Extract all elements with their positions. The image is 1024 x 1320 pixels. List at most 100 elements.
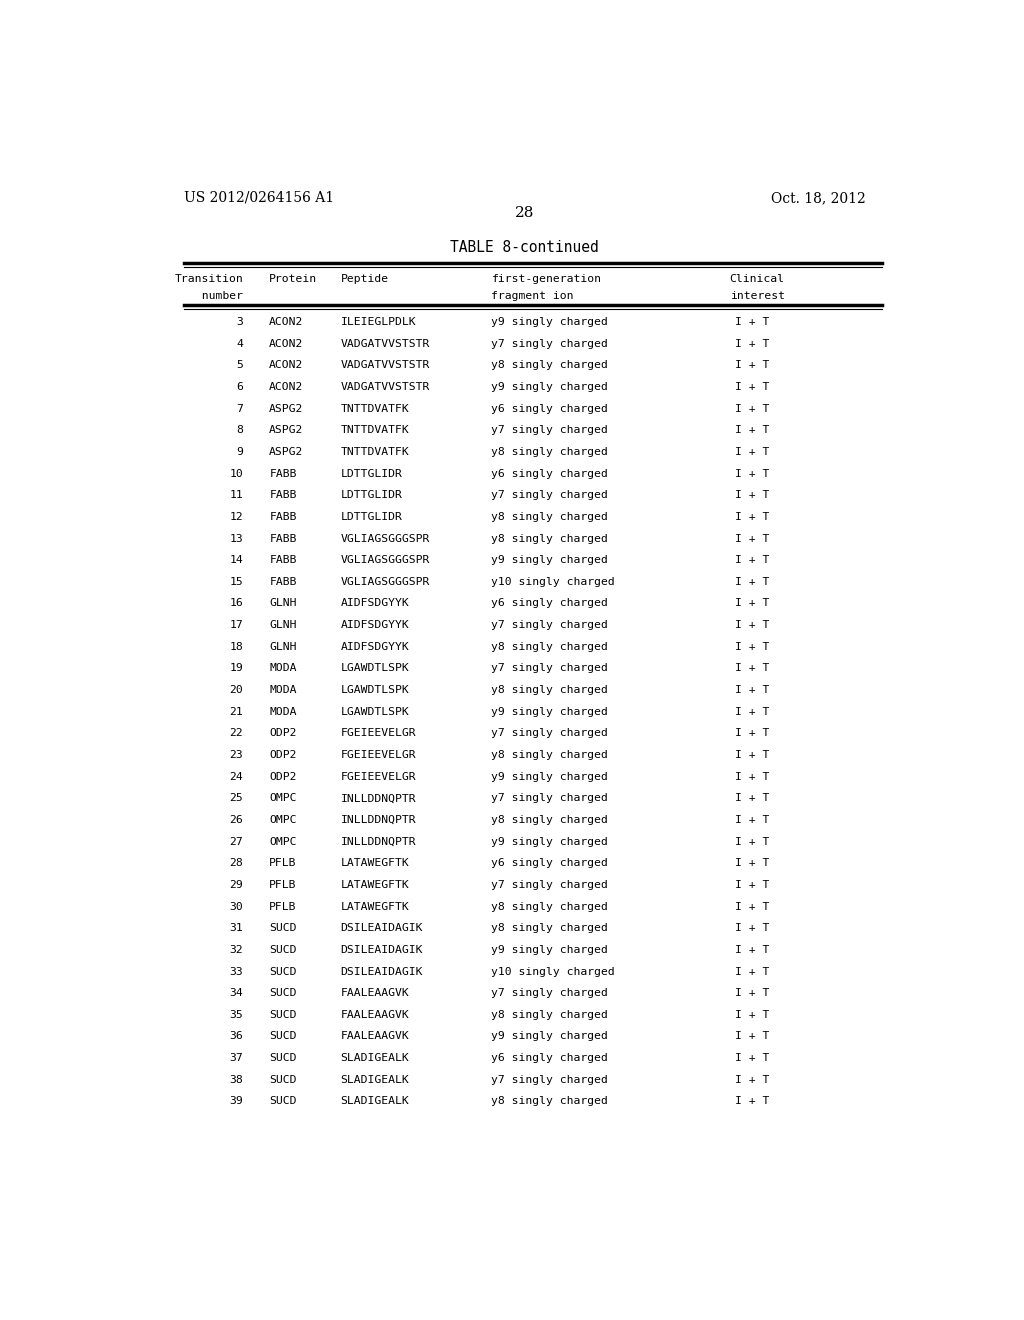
- Text: MODA: MODA: [269, 685, 297, 696]
- Text: ODP2: ODP2: [269, 772, 297, 781]
- Text: y9 singly charged: y9 singly charged: [492, 381, 608, 392]
- Text: y9 singly charged: y9 singly charged: [492, 837, 608, 846]
- Text: first-generation: first-generation: [492, 275, 601, 284]
- Text: y7 singly charged: y7 singly charged: [492, 989, 608, 998]
- Text: y9 singly charged: y9 singly charged: [492, 945, 608, 954]
- Text: y10 singly charged: y10 singly charged: [492, 966, 615, 977]
- Text: LGAWDTLSPK: LGAWDTLSPK: [341, 664, 410, 673]
- Text: 14: 14: [229, 556, 243, 565]
- Text: TNTTDVATFK: TNTTDVATFK: [341, 404, 410, 413]
- Text: OMPC: OMPC: [269, 814, 297, 825]
- Text: y6 singly charged: y6 singly charged: [492, 598, 608, 609]
- Text: I + T: I + T: [735, 556, 769, 565]
- Text: 7: 7: [237, 404, 243, 413]
- Text: FAALEAAGVK: FAALEAAGVK: [341, 989, 410, 998]
- Text: I + T: I + T: [735, 339, 769, 348]
- Text: y6 singly charged: y6 singly charged: [492, 404, 608, 413]
- Text: 33: 33: [229, 966, 243, 977]
- Text: y6 singly charged: y6 singly charged: [492, 1053, 608, 1063]
- Text: I + T: I + T: [735, 945, 769, 954]
- Text: y8 singly charged: y8 singly charged: [492, 923, 608, 933]
- Text: number: number: [188, 290, 243, 301]
- Text: GLNH: GLNH: [269, 642, 297, 652]
- Text: y8 singly charged: y8 singly charged: [492, 1010, 608, 1020]
- Text: I + T: I + T: [735, 469, 769, 479]
- Text: I + T: I + T: [735, 793, 769, 804]
- Text: I + T: I + T: [735, 837, 769, 846]
- Text: SLADIGEALK: SLADIGEALK: [341, 1074, 410, 1085]
- Text: INLLDDNQPTR: INLLDDNQPTR: [341, 837, 417, 846]
- Text: LATAWEGFTK: LATAWEGFTK: [341, 880, 410, 890]
- Text: 20: 20: [229, 685, 243, 696]
- Text: SUCD: SUCD: [269, 1097, 297, 1106]
- Text: I + T: I + T: [735, 1097, 769, 1106]
- Text: 8: 8: [237, 425, 243, 436]
- Text: interest: interest: [729, 290, 784, 301]
- Text: I + T: I + T: [735, 577, 769, 587]
- Text: ACON2: ACON2: [269, 360, 304, 371]
- Text: I + T: I + T: [735, 1074, 769, 1085]
- Text: y8 singly charged: y8 singly charged: [492, 512, 608, 521]
- Text: VADGATVVSTSTR: VADGATVVSTSTR: [341, 339, 430, 348]
- Text: 34: 34: [229, 989, 243, 998]
- Text: ACON2: ACON2: [269, 381, 304, 392]
- Text: I + T: I + T: [735, 750, 769, 760]
- Text: 30: 30: [229, 902, 243, 912]
- Text: TABLE 8-continued: TABLE 8-continued: [451, 240, 599, 255]
- Text: y9 singly charged: y9 singly charged: [492, 706, 608, 717]
- Text: y8 singly charged: y8 singly charged: [492, 533, 608, 544]
- Text: FGEIEEVELGR: FGEIEEVELGR: [341, 772, 417, 781]
- Text: y7 singly charged: y7 singly charged: [492, 425, 608, 436]
- Text: TNTTDVATFK: TNTTDVATFK: [341, 425, 410, 436]
- Text: I + T: I + T: [735, 425, 769, 436]
- Text: 38: 38: [229, 1074, 243, 1085]
- Text: ACON2: ACON2: [269, 339, 304, 348]
- Text: SUCD: SUCD: [269, 966, 297, 977]
- Text: y7 singly charged: y7 singly charged: [492, 620, 608, 630]
- Text: FABB: FABB: [269, 556, 297, 565]
- Text: PFLB: PFLB: [269, 902, 297, 912]
- Text: Protein: Protein: [269, 275, 317, 284]
- Text: SUCD: SUCD: [269, 989, 297, 998]
- Text: DSILEAIDAGIK: DSILEAIDAGIK: [341, 966, 423, 977]
- Text: AIDFSDGYYK: AIDFSDGYYK: [341, 620, 410, 630]
- Text: TNTTDVATFK: TNTTDVATFK: [341, 447, 410, 457]
- Text: 22: 22: [229, 729, 243, 738]
- Text: INLLDDNQPTR: INLLDDNQPTR: [341, 814, 417, 825]
- Text: y8 singly charged: y8 singly charged: [492, 814, 608, 825]
- Text: 17: 17: [229, 620, 243, 630]
- Text: I + T: I + T: [735, 729, 769, 738]
- Text: I + T: I + T: [735, 317, 769, 327]
- Text: LDTTGLIDR: LDTTGLIDR: [341, 512, 402, 521]
- Text: MODA: MODA: [269, 706, 297, 717]
- Text: 3: 3: [237, 317, 243, 327]
- Text: 35: 35: [229, 1010, 243, 1020]
- Text: y9 singly charged: y9 singly charged: [492, 772, 608, 781]
- Text: y10 singly charged: y10 singly charged: [492, 577, 615, 587]
- Text: FABB: FABB: [269, 577, 297, 587]
- Text: 23: 23: [229, 750, 243, 760]
- Text: y7 singly charged: y7 singly charged: [492, 664, 608, 673]
- Text: LGAWDTLSPK: LGAWDTLSPK: [341, 685, 410, 696]
- Text: PFLB: PFLB: [269, 858, 297, 869]
- Text: I + T: I + T: [735, 923, 769, 933]
- Text: DSILEAIDAGIK: DSILEAIDAGIK: [341, 923, 423, 933]
- Text: 28: 28: [229, 858, 243, 869]
- Text: y7 singly charged: y7 singly charged: [492, 729, 608, 738]
- Text: FABB: FABB: [269, 533, 297, 544]
- Text: 9: 9: [237, 447, 243, 457]
- Text: FGEIEEVELGR: FGEIEEVELGR: [341, 729, 417, 738]
- Text: ASPG2: ASPG2: [269, 447, 304, 457]
- Text: VADGATVVSTSTR: VADGATVVSTSTR: [341, 360, 430, 371]
- Text: Oct. 18, 2012: Oct. 18, 2012: [771, 191, 866, 205]
- Text: I + T: I + T: [735, 512, 769, 521]
- Text: 27: 27: [229, 837, 243, 846]
- Text: 28: 28: [515, 206, 535, 220]
- Text: ODP2: ODP2: [269, 750, 297, 760]
- Text: 4: 4: [237, 339, 243, 348]
- Text: y9 singly charged: y9 singly charged: [492, 1031, 608, 1041]
- Text: I + T: I + T: [735, 772, 769, 781]
- Text: 24: 24: [229, 772, 243, 781]
- Text: Peptide: Peptide: [341, 275, 389, 284]
- Text: I + T: I + T: [735, 360, 769, 371]
